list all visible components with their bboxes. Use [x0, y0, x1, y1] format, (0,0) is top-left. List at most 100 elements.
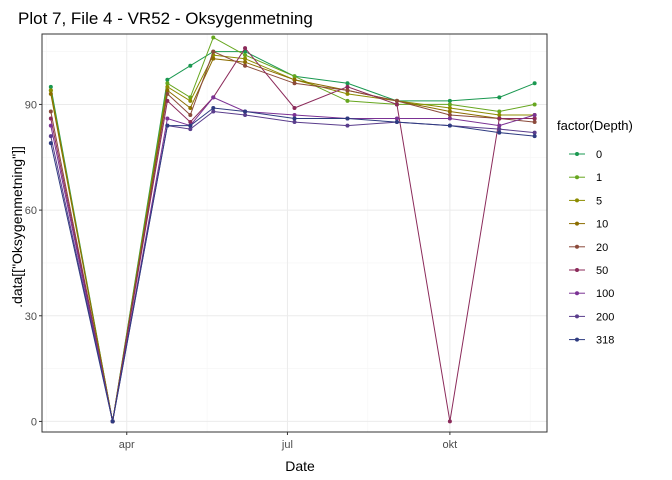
legend-item-50: 50 [569, 265, 608, 277]
data-point [292, 120, 297, 125]
data-point [48, 91, 53, 96]
data-point [188, 113, 193, 118]
y-tick-label: 90 [25, 99, 37, 111]
data-point [211, 105, 216, 110]
legend-item-1: 1 [569, 172, 602, 184]
data-point [48, 123, 53, 128]
legend-item-100: 100 [569, 288, 614, 300]
legend-item-20: 20 [569, 242, 608, 254]
data-point [110, 419, 115, 424]
series-line [50, 54, 535, 422]
legend-label: 100 [596, 288, 614, 300]
data-point [243, 109, 248, 114]
data-point [497, 123, 502, 128]
data-point [188, 98, 193, 103]
data-point [165, 123, 170, 128]
data-point [243, 53, 248, 58]
data-point [497, 116, 502, 121]
x-axis-ticks: apr jul okt [119, 432, 457, 451]
legend-item-5: 5 [569, 195, 602, 207]
legend-label: 0 [596, 149, 602, 161]
data-point [48, 116, 53, 121]
series-200 [48, 109, 537, 424]
legend-key-point [575, 291, 579, 296]
data-point [292, 113, 297, 118]
data-point [497, 127, 502, 132]
legend-item-200: 200 [569, 311, 614, 323]
series-line [50, 58, 535, 422]
y-axis-ticks: 0 30 60 90 [25, 99, 42, 428]
plot-panel [41, 33, 548, 433]
data-point [447, 113, 452, 118]
data-point [188, 105, 193, 110]
legend-key-point [575, 268, 579, 272]
legend-key-point [575, 198, 579, 203]
data-point [292, 74, 297, 79]
legend-label: 200 [596, 311, 614, 323]
chart-title: Plot 7, File 4 - VR52 - Oksygenmetning [18, 9, 313, 28]
data-point [165, 77, 170, 82]
data-point [447, 109, 452, 114]
series-line [50, 107, 535, 422]
data-point [345, 123, 350, 128]
legend-key-point [575, 175, 579, 180]
y-tick-label: 30 [25, 311, 37, 323]
data-point [165, 116, 170, 121]
data-point [165, 91, 170, 96]
legend-title: factor(Depth) [557, 118, 633, 133]
data-point [48, 88, 53, 93]
data-point [447, 116, 452, 121]
legend-item-318: 318 [569, 335, 614, 347]
data-point [345, 98, 350, 103]
data-point [188, 63, 193, 68]
data-point [243, 60, 248, 65]
data-point [345, 116, 350, 121]
series-line [50, 110, 535, 422]
x-axis-label: Date [285, 458, 315, 474]
legend-key-point [575, 221, 579, 226]
data-point [394, 116, 399, 121]
series-318 [48, 105, 537, 424]
data-point [48, 134, 53, 139]
data-point [165, 81, 170, 86]
data-point [211, 109, 216, 114]
data-point [497, 95, 502, 100]
data-point [165, 88, 170, 93]
legend-key-point [575, 244, 579, 249]
data-point [532, 120, 537, 125]
data-point [532, 116, 537, 121]
legend-key-point [575, 152, 579, 156]
legend-label: 5 [596, 195, 602, 207]
series-line [50, 50, 535, 422]
data-point [292, 105, 297, 110]
panel-border [41, 33, 548, 433]
data-point [211, 35, 216, 40]
y-axis-label: .data[["Oksygenmetning"]] [9, 146, 25, 308]
data-point [532, 102, 537, 107]
legend-label: 10 [596, 219, 608, 231]
data-point [532, 113, 537, 118]
legend-key-point [575, 337, 579, 342]
data-point [48, 141, 53, 146]
legend-item-0: 0 [569, 149, 602, 161]
legend-key-point [575, 314, 579, 319]
data-point [292, 77, 297, 82]
data-point [532, 130, 537, 135]
data-point [292, 81, 297, 86]
data-point [188, 120, 193, 125]
data-point [345, 81, 350, 86]
x-tick-label: jul [281, 439, 293, 451]
data-point [48, 84, 53, 89]
legend-label: 318 [596, 335, 614, 347]
data-point [211, 56, 216, 61]
data-point [345, 91, 350, 96]
legend-item-10: 10 [569, 219, 608, 231]
data-point [48, 109, 53, 114]
data-point [394, 102, 399, 107]
data-point [211, 49, 216, 54]
y-tick-label: 60 [25, 205, 37, 217]
series-100 [48, 95, 537, 424]
y-tick-label: 0 [31, 416, 37, 428]
data-point [497, 130, 502, 135]
